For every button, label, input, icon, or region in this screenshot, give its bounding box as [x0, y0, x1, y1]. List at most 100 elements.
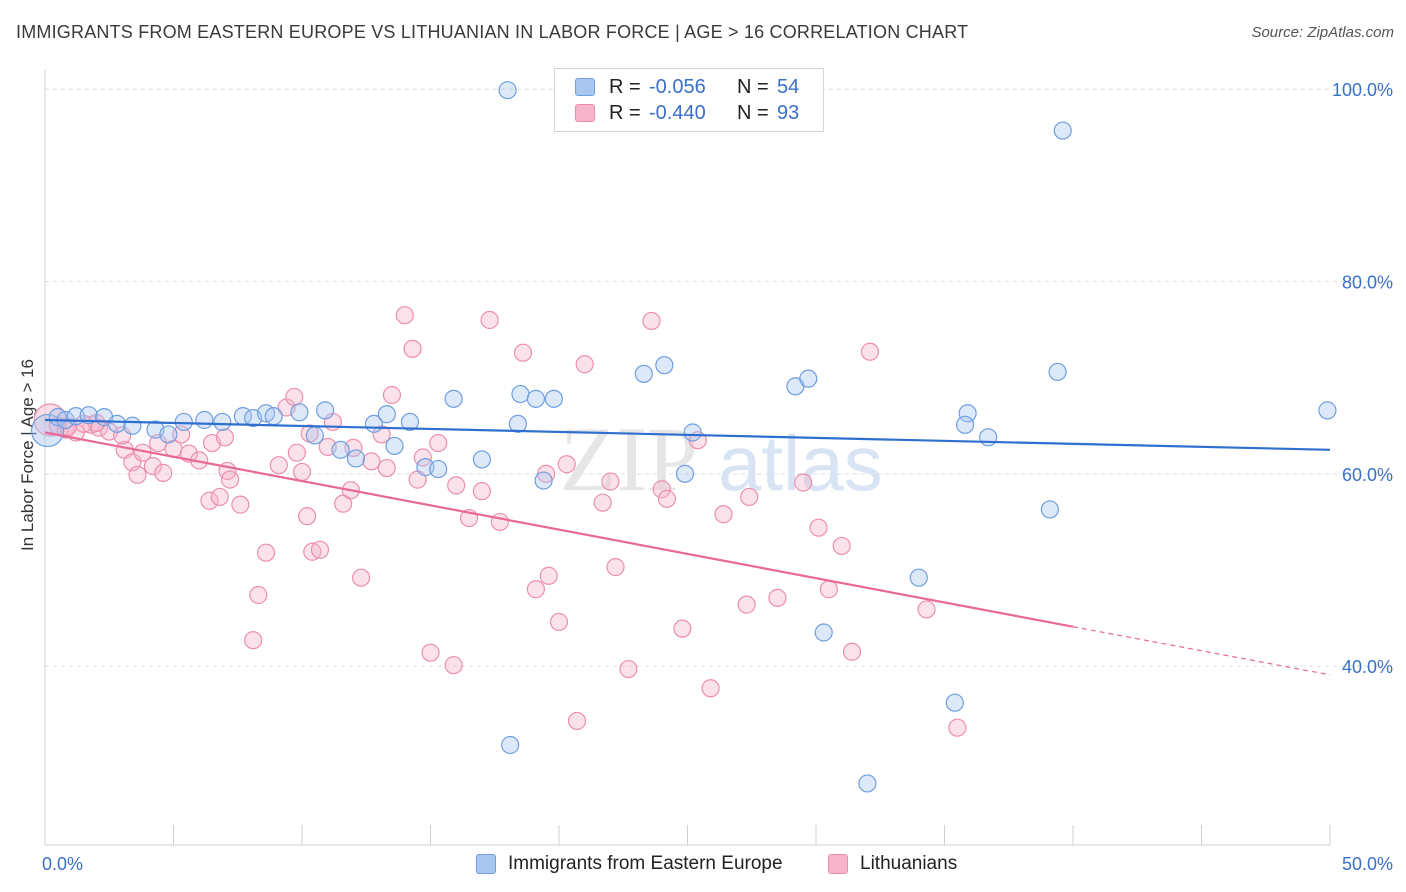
legend-n-label: N = — [737, 101, 769, 124]
pink-point — [917, 600, 936, 619]
blue-point — [634, 364, 653, 383]
pink-point — [215, 428, 234, 447]
pink-point — [480, 310, 499, 330]
pink-point — [526, 580, 545, 599]
blue-point — [195, 410, 214, 430]
pink-point — [421, 643, 440, 662]
pink-point — [143, 457, 163, 476]
pink-point — [737, 595, 756, 614]
blue-point — [123, 416, 142, 435]
axes — [44, 70, 1331, 846]
y-tick-label: 40.0% — [1342, 657, 1393, 677]
legend-n-value: 54 — [777, 75, 800, 98]
legend-r-value: -0.056 — [649, 75, 706, 98]
pink-point — [809, 518, 828, 537]
blue-point — [945, 693, 964, 712]
legend-n-value: 93 — [777, 101, 800, 124]
legend-row-pink: R = -0.440 N = 93 — [575, 100, 799, 126]
pink-point — [249, 585, 268, 605]
pink-point — [619, 659, 638, 679]
blue-point — [377, 405, 396, 424]
pink-point — [285, 387, 304, 407]
blue-point — [305, 426, 324, 445]
pink-point — [606, 558, 625, 577]
blue-point — [544, 389, 563, 408]
blue-point — [508, 414, 527, 433]
lithuanians-points — [33, 306, 967, 737]
pink-point — [549, 612, 569, 632]
pink-trend-extension — [1072, 626, 1331, 676]
pink-point — [256, 543, 276, 562]
blue-point — [683, 423, 702, 442]
pink-point — [794, 473, 813, 492]
bottom-legend-blue: Immigrants from Eastern Europe — [476, 852, 783, 876]
y-tick-label: 100.0% — [1332, 80, 1393, 100]
pink-point — [575, 355, 594, 374]
pink-point — [269, 456, 288, 475]
x-tick-label-min: 0.0% — [42, 854, 83, 874]
blue-point — [909, 568, 928, 587]
blue-point — [429, 459, 448, 479]
pink-point — [819, 580, 838, 599]
bottom-legend-label-pink: Lithuanians — [860, 853, 958, 874]
blue-point — [472, 450, 491, 469]
blue-point — [958, 404, 977, 423]
blue-point — [955, 415, 975, 434]
blue-point — [79, 406, 98, 425]
pink-point — [382, 385, 402, 405]
pink-point — [842, 642, 862, 661]
pink-point — [334, 494, 353, 513]
bottom-legend-pink: Lithuanians — [828, 852, 957, 876]
pink-point — [287, 443, 306, 462]
pink-point — [74, 414, 93, 433]
blue-point — [316, 401, 335, 420]
blue-point — [30, 413, 65, 448]
watermark: ZIP atlas — [560, 408, 883, 510]
pink-point — [429, 433, 448, 453]
legend-n-label: N = — [737, 75, 769, 98]
watermark-zip: ZIP — [560, 408, 698, 510]
blue-point — [511, 384, 530, 404]
pink-point — [860, 342, 880, 361]
pink-point — [593, 493, 612, 512]
blue-point — [1318, 401, 1337, 420]
pink-point — [200, 491, 219, 510]
pink-point — [89, 418, 109, 437]
pink-point — [652, 480, 671, 499]
y-tick-label: 60.0% — [1342, 465, 1393, 485]
pink-point — [362, 452, 381, 471]
blue-point — [331, 440, 350, 459]
blue-point — [858, 774, 877, 793]
blue-point — [385, 436, 404, 456]
pink-point — [673, 619, 692, 638]
legend-r-label: R = — [609, 101, 641, 124]
trend-lines — [44, 418, 1331, 676]
x-tick-label-max: 50.0% — [1342, 854, 1393, 874]
pink-point — [601, 472, 620, 491]
pink-point — [657, 489, 677, 508]
bottom-legend-swatch-blue — [476, 854, 496, 874]
pink-point — [395, 306, 414, 325]
blue-point — [1053, 121, 1072, 140]
blue-point — [1048, 362, 1067, 382]
blue-point — [444, 389, 463, 408]
watermark-atlas: atlas — [718, 419, 883, 507]
chart-title: IMMIGRANTS FROM EASTERN EUROPE VS LITHUA… — [16, 22, 969, 42]
pink-point — [513, 343, 533, 362]
pink-point — [377, 458, 396, 478]
grid-lines — [45, 88, 1380, 667]
blue-point — [213, 412, 232, 432]
pink-point — [768, 588, 787, 607]
y-tick-label: 80.0% — [1342, 273, 1393, 293]
pink-point — [403, 339, 422, 358]
pink-point — [642, 311, 661, 331]
tick-labels: 40.0% 60.0% 80.0% 100.0% 0.0% 50.0% — [42, 80, 1393, 874]
blue-point — [979, 428, 998, 447]
pink-point — [210, 487, 229, 507]
blue-point — [174, 412, 193, 432]
blue-point — [400, 412, 420, 432]
pink-point — [948, 718, 967, 737]
pink-point — [220, 470, 240, 489]
pink-point — [701, 679, 720, 698]
bottom-legend-label-blue: Immigrants from Eastern Europe — [508, 853, 783, 874]
